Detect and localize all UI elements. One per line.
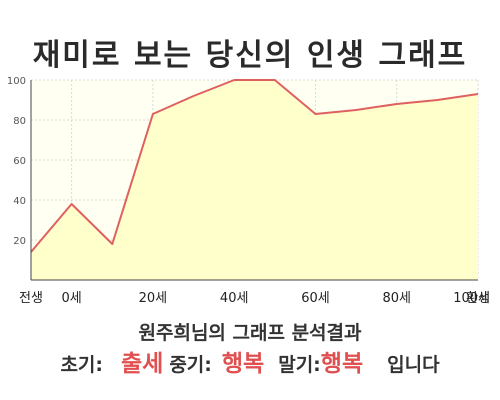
chart-title: 재미로 보는 당신의 인생 그래프 (32, 38, 468, 73)
late-stage-value: 행복 (320, 351, 364, 377)
y-tick-label: 60 (13, 156, 26, 167)
late-stage-label: 말기: (278, 354, 321, 376)
x-tick-label: 100세 (453, 291, 490, 306)
y-tick-label: 100 (7, 76, 26, 87)
early-stage-value: 출세 (121, 351, 164, 377)
x-tick-label: 0세 (62, 291, 82, 306)
x-tick-label: 전생 (19, 291, 43, 306)
ending-text: 입니다 (387, 354, 440, 376)
early-stage-label: 초기: (60, 354, 103, 376)
mid-stage-label: 중기: (169, 354, 212, 376)
x-tick-label: 20세 (139, 291, 168, 306)
x-tick-label: 환생 (466, 291, 490, 306)
y-tick-label: 80 (13, 116, 26, 127)
area-fill (31, 80, 478, 280)
y-tick-label: 20 (13, 236, 26, 247)
analysis-summary: 원주희님의 그래프 분석결과 (138, 322, 362, 344)
mid-stage-value: 행복 (221, 351, 265, 377)
y-tick-label: 40 (13, 196, 26, 207)
x-tick-label: 80세 (382, 291, 411, 306)
stage-results: 초기: 출세 중기: 행복 말기:행복 입니다 (0, 344, 500, 378)
x-tick-label: 60세 (301, 291, 330, 306)
series-line (30, 79, 479, 253)
x-tick-label: 40세 (220, 291, 249, 306)
